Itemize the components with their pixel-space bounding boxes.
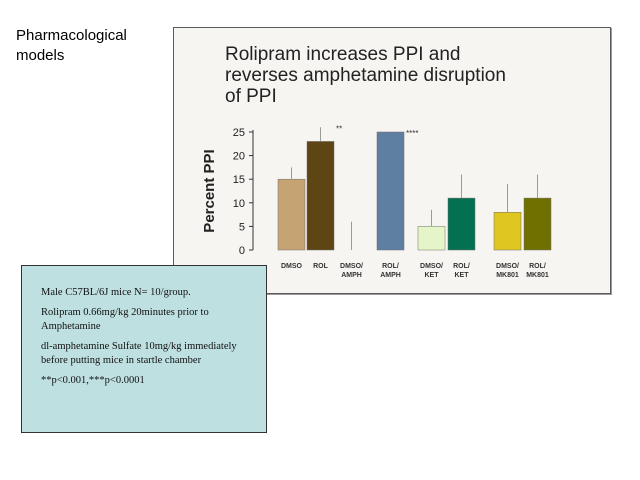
note-line: **p<0.001,***p<0.0001 <box>41 375 145 386</box>
bar-chart: 0 5 10 15 20 25 Percent PPI DMSO ** ROL DMSO/AMPH *… <box>201 124 552 279</box>
chart-title-line: reverses amphetamine disruption <box>225 65 506 86</box>
bar <box>306 141 335 251</box>
bar <box>417 226 446 251</box>
note-line: Male C57BL/6J mice N= 10/group. <box>41 287 191 298</box>
chart-title-line: of PPI <box>225 86 277 107</box>
significance-marker: **** <box>406 129 418 138</box>
slide-heading-line: models <box>16 47 65 64</box>
y-tick-label: 15 <box>233 174 245 186</box>
chart-title-line: Rolipram increases PPI and <box>225 44 461 65</box>
bar <box>493 211 522 251</box>
significance-marker: ** <box>336 124 342 133</box>
y-tick-label: 5 <box>239 221 245 233</box>
y-tick-label: 10 <box>233 198 245 210</box>
x-tick-label: KET <box>425 272 440 279</box>
note-line: dl-amphetamine Sulfate 10mg/kg immediate… <box>41 341 237 366</box>
bar <box>523 197 552 251</box>
x-tick-label: MK801 <box>526 272 549 279</box>
x-tick-label: DMSO/ <box>496 263 519 270</box>
slide-heading-line: Pharmacological <box>16 27 127 44</box>
x-tick-label: ROL <box>313 263 329 270</box>
bar <box>376 131 405 251</box>
notes-box: Male C57BL/6J mice N= 10/group. Rolipram… <box>21 265 267 433</box>
x-tick-label: AMPH <box>380 272 401 279</box>
x-tick-label: ROL/ <box>382 263 399 270</box>
y-axis-label: Percent PPI <box>201 149 218 232</box>
x-tick-label: ROL/ <box>453 263 470 270</box>
bar <box>277 178 306 251</box>
bar <box>447 197 476 251</box>
chart-title: Rolipram increases PPI and reverses amph… <box>225 44 605 107</box>
x-tick-label: AMPH <box>341 272 362 279</box>
x-tick-label: DMSO/ <box>420 263 443 270</box>
y-tick-label: 25 <box>233 127 245 139</box>
x-tick-label: KET <box>455 272 470 279</box>
note-line: Rolipram 0.66mg/kg 20minutes prior to Am… <box>41 307 209 332</box>
x-tick-label: MK801 <box>496 272 519 279</box>
figure-panel: Rolipram increases PPI and reverses amph… <box>173 27 611 294</box>
x-tick-label: DMSO/ <box>340 263 363 270</box>
y-tick-label: 0 <box>239 245 245 257</box>
y-tick-label: 20 <box>233 151 245 163</box>
slide-heading: Pharmacological models <box>16 26 176 66</box>
x-tick-label: ROL/ <box>529 263 546 270</box>
x-tick-label: DMSO <box>281 263 303 270</box>
